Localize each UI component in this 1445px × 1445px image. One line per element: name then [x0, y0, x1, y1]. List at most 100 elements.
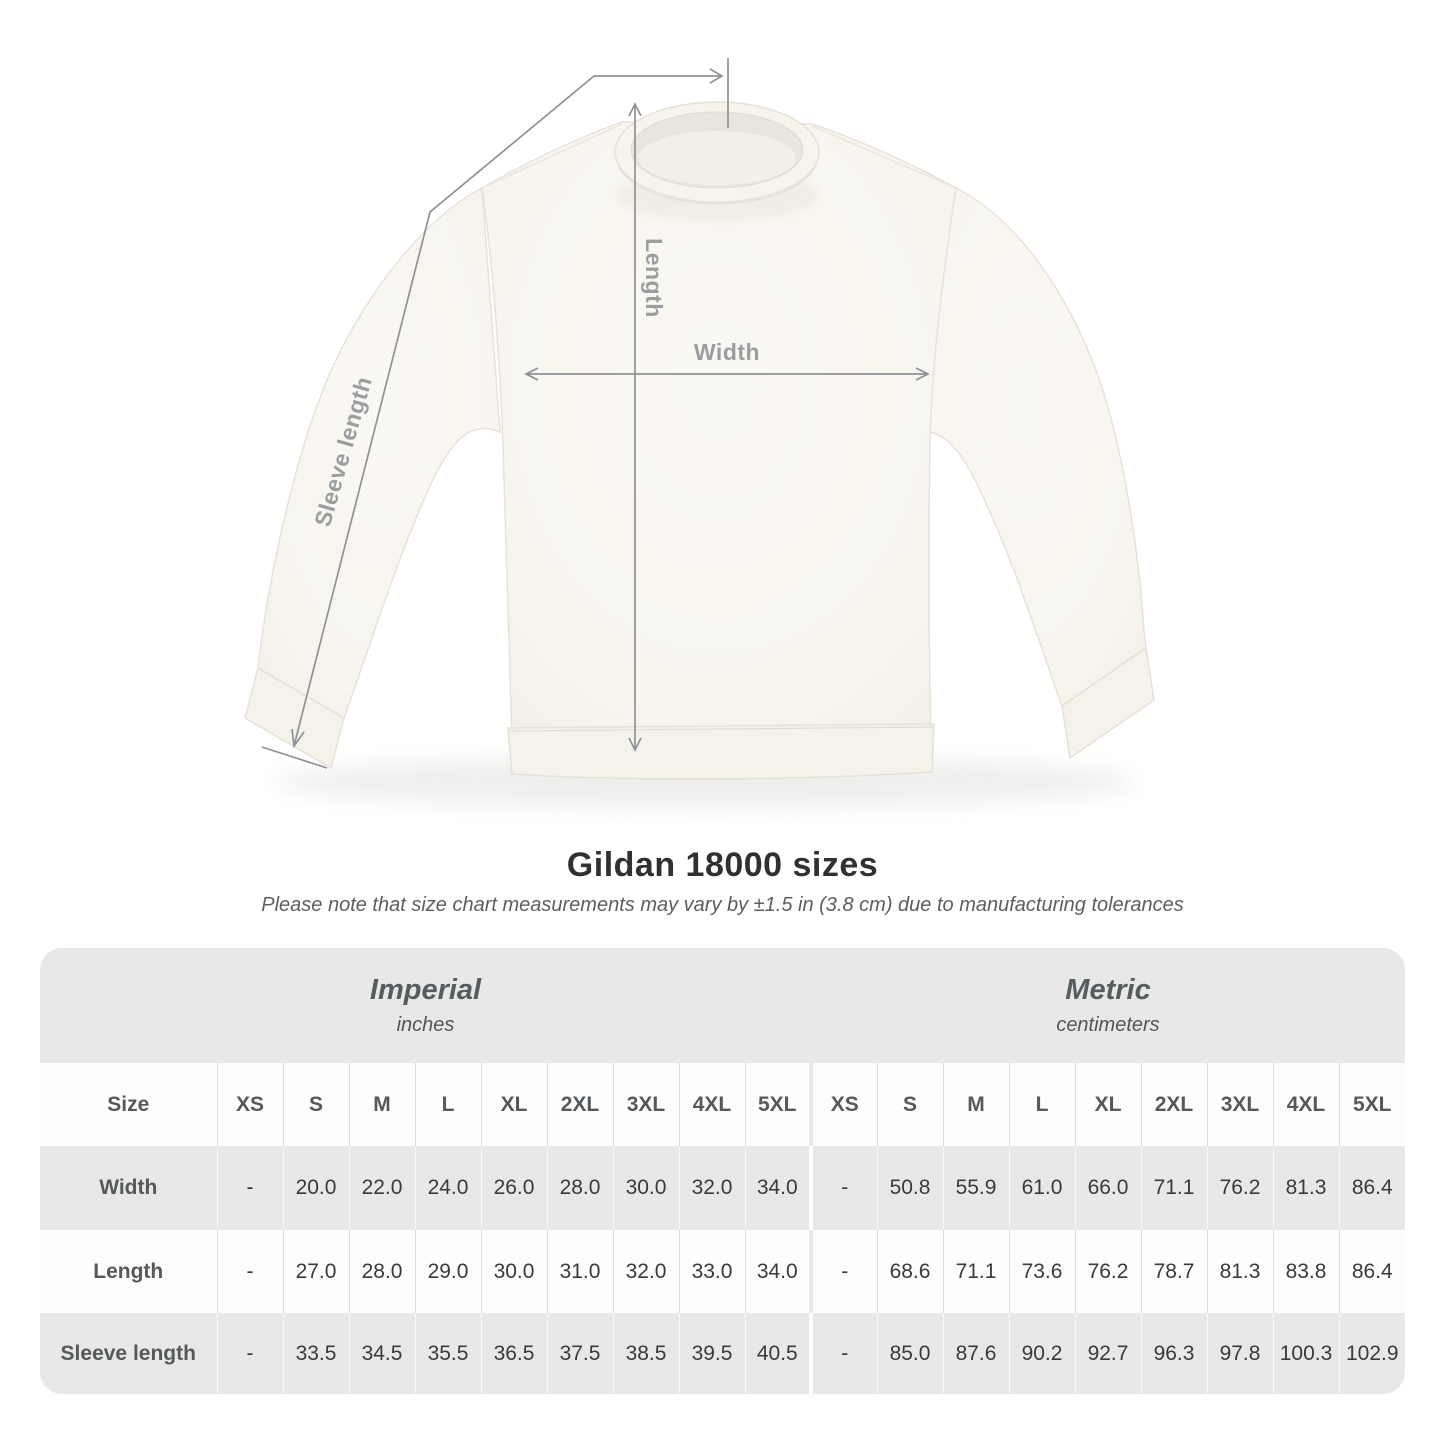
table-cell: 38.5 — [612, 1313, 679, 1394]
metric-sublabel: centimeters — [1056, 1013, 1160, 1036]
size-header-cell: L — [1008, 1063, 1075, 1146]
table-cell: 24.0 — [414, 1146, 481, 1230]
imperial-label: Imperial — [369, 974, 482, 1007]
table-cell: 78.7 — [1140, 1230, 1207, 1313]
table-cell: 102.9 — [1338, 1313, 1405, 1394]
table-cell: 32.0 — [678, 1146, 745, 1230]
table-cell: 81.3 — [1272, 1146, 1339, 1230]
size-header-cell: L — [414, 1063, 481, 1146]
table-cell: 28.0 — [546, 1146, 613, 1230]
waistband-seam — [509, 726, 933, 732]
sleeve-arrowhead-cuff — [291, 728, 305, 749]
table-cell: 83.8 — [1272, 1230, 1339, 1313]
table-cell: - — [809, 1146, 877, 1230]
sleeve-length-row: Sleeve length - 33.5 34.5 35.5 36.5 37.5… — [40, 1313, 1405, 1394]
width-arrowhead-left — [524, 367, 539, 381]
table-cell: 30.0 — [480, 1230, 547, 1313]
table-cell: 71.1 — [942, 1230, 1009, 1313]
table-cell: 26.0 — [480, 1146, 547, 1230]
table-cell: 34.5 — [348, 1313, 415, 1394]
size-table: Imperial inches Metric centimeters Size … — [40, 948, 1405, 1394]
imperial-sublabel: inches — [396, 1013, 455, 1036]
size-header-cell: S — [876, 1063, 943, 1146]
table-cell: 68.6 — [876, 1230, 943, 1313]
row-label: Width — [99, 1176, 158, 1199]
sweatshirt-body — [481, 121, 957, 739]
table-cell: 61.0 — [1008, 1146, 1075, 1230]
length-arrowhead-top — [628, 102, 642, 117]
size-header-cell: XS — [216, 1063, 283, 1146]
table-cell: 76.2 — [1074, 1230, 1141, 1313]
cuff-tick — [261, 746, 328, 769]
table-cell: 35.5 — [414, 1313, 481, 1394]
table-cell: 97.8 — [1206, 1313, 1273, 1394]
table-cell: 76.2 — [1206, 1146, 1273, 1230]
unit-header-row: Imperial inches Metric centimeters — [40, 948, 1405, 1063]
sweatshirt-diagram-svg: Length Width Sleeve length — [244, 58, 1155, 808]
table-cell: 90.2 — [1008, 1313, 1075, 1394]
width-arrowhead-right — [915, 367, 930, 381]
table-cell: 96.3 — [1140, 1313, 1207, 1394]
table-cell: 73.6 — [1008, 1230, 1075, 1313]
table-cell: 36.5 — [480, 1313, 547, 1394]
table-cell: 81.3 — [1206, 1230, 1273, 1313]
table-cell: 40.5 — [744, 1313, 811, 1394]
width-row: Width - 20.0 22.0 24.0 26.0 28.0 30.0 32… — [40, 1146, 1405, 1230]
table-cell: 20.0 — [282, 1146, 349, 1230]
table-cell: 86.4 — [1338, 1230, 1405, 1313]
table-cell: 28.0 — [348, 1230, 415, 1313]
table-cell: 33.0 — [678, 1230, 745, 1313]
size-header-cell: 5XL — [744, 1063, 811, 1146]
width-label: Width — [694, 339, 760, 365]
table-cell: 66.0 — [1074, 1146, 1141, 1230]
collar-seam — [617, 163, 817, 205]
right-cuff — [1061, 646, 1155, 760]
shoulder-seams — [481, 123, 957, 189]
table-cell: 31.0 — [546, 1230, 613, 1313]
size-header-cell: 5XL — [1338, 1063, 1405, 1146]
table-cell: 37.5 — [546, 1313, 613, 1394]
size-header-cell: 4XL — [678, 1063, 745, 1146]
table-cell: 30.0 — [612, 1146, 679, 1230]
sweatshirt-right-sleeve — [911, 186, 1147, 708]
size-header-cell: 4XL — [1272, 1063, 1339, 1146]
size-header-cell: 2XL — [1140, 1063, 1207, 1146]
sweatshirt-left-sleeve — [257, 186, 501, 720]
size-header-cell: XS — [809, 1063, 877, 1146]
length-arrowhead-bottom — [628, 737, 642, 752]
table-cell: 27.0 — [282, 1230, 349, 1313]
row-label: Sleeve length — [60, 1341, 196, 1365]
table-cell: 85.0 — [876, 1313, 943, 1394]
size-header-cell: S — [282, 1063, 349, 1146]
sleeve-diagonal-segments — [293, 75, 595, 747]
table-cell: 50.8 — [876, 1146, 943, 1230]
size-table-card: Imperial inches Metric centimeters Size … — [40, 948, 1405, 1394]
length-row: Length - 27.0 28.0 29.0 30.0 31.0 32.0 3… — [40, 1230, 1405, 1313]
metric-header: Metric centimeters — [811, 948, 1405, 1063]
length-label: Length — [641, 238, 667, 318]
table-cell: 32.0 — [612, 1230, 679, 1313]
table-cell: 29.0 — [414, 1230, 481, 1313]
table-cell: 71.1 — [1140, 1146, 1207, 1230]
table-cell: 39.5 — [678, 1313, 745, 1394]
size-header-row: Size XS S M L XL 2XL 3XL 4XL 5XL XS S M … — [40, 1063, 1405, 1146]
sleeve-arrowhead-right — [709, 68, 724, 84]
metric-label: Metric — [1065, 974, 1151, 1007]
sweatshirt-measurement-diagram: Length Width Sleeve length — [244, 58, 1155, 808]
table-cell: - — [809, 1230, 877, 1313]
size-header-cell: M — [942, 1063, 1009, 1146]
row-label: Length — [93, 1259, 164, 1283]
table-cell: 34.0 — [744, 1230, 811, 1313]
size-header-cell: M — [348, 1063, 415, 1146]
page-title: Gildan 18000 sizes — [566, 846, 879, 884]
tolerance-note: Please note that size chart measurements… — [261, 894, 1184, 916]
table-cell: - — [216, 1146, 283, 1230]
waistband — [507, 723, 935, 780]
size-header-cell: 3XL — [1206, 1063, 1273, 1146]
table-cell: 87.6 — [942, 1313, 1009, 1394]
collar-inner-front — [638, 131, 796, 185]
table-cell: 100.3 — [1272, 1313, 1339, 1394]
size-header-cell: XL — [480, 1063, 547, 1146]
size-header-cell: 2XL — [546, 1063, 613, 1146]
size-header-cell: 3XL — [612, 1063, 679, 1146]
